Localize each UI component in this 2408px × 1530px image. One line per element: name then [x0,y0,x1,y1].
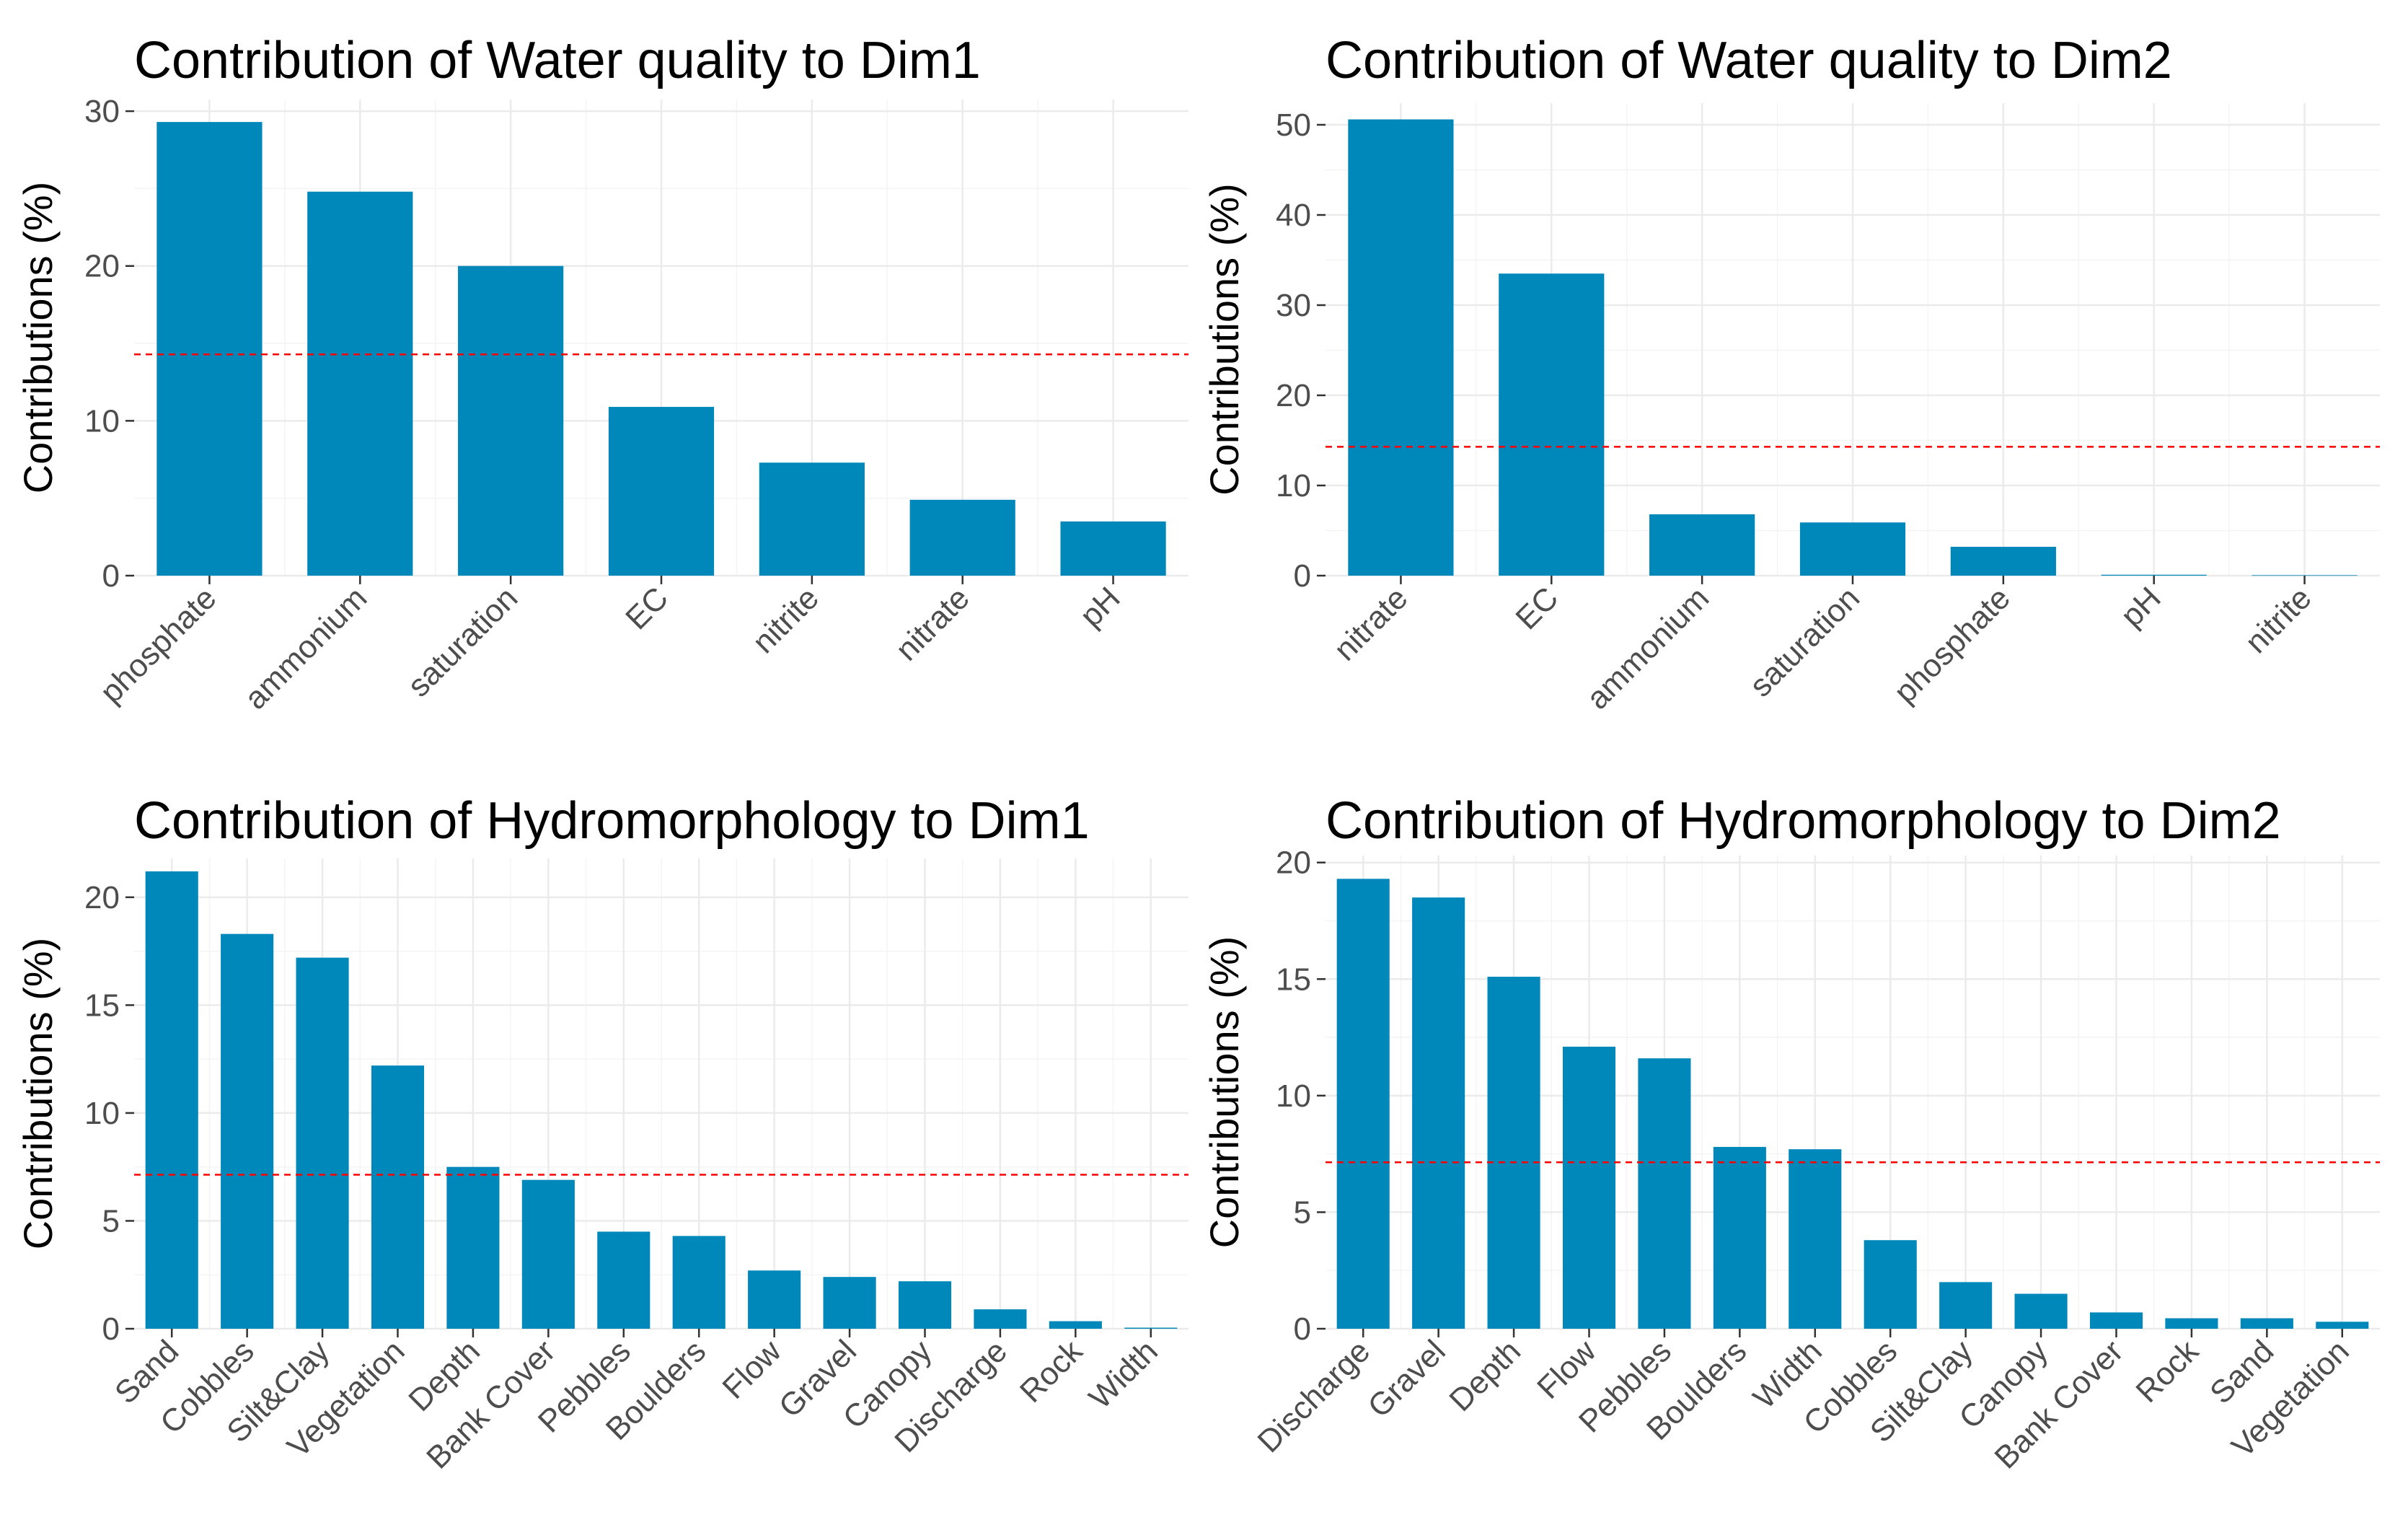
y-axis-label: Contributions (%) [1201,183,1247,496]
y-tick-label: 10 [84,403,120,439]
bar-silt-clay [296,957,349,1329]
x-tick-label: nitrite [746,580,826,660]
x-tick-label: Rock [1013,1333,1090,1410]
x-tick-label: nitrite [2239,580,2319,660]
bar-nitrate [1348,119,1454,576]
bar-sand [145,871,198,1329]
bar-cobbles [1864,1240,1917,1329]
y-axis-label: Contributions (%) [1201,936,1247,1249]
bar-saturation [458,265,564,576]
bar-cobbles [221,933,274,1329]
bar-flow [1562,1046,1616,1329]
y-tick-label: 20 [84,880,120,915]
y-tick-label: 15 [1276,962,1311,997]
y-axis-label: Contributions (%) [15,182,61,494]
bar-nitrite [2252,575,2358,576]
x-tick-label: nitrate [1327,580,1414,667]
y-tick-label: 20 [84,249,120,284]
x-tick-label: Depth [1442,1333,1527,1418]
x-tick-label: ammonium [238,580,374,716]
y-tick-label: 30 [1276,288,1311,323]
bar-phosphate [156,122,263,576]
bar-ec [608,407,715,576]
x-tick-label: saturation [1743,580,1866,703]
chart-panel-wq-dim1: 0 10 20 30 phosphate ammonium saturation EC nitr… [15,32,1188,716]
y-tick-label: 15 [84,988,120,1023]
bar-nitrate [909,499,1015,576]
bar-discharge [1336,879,1390,1329]
bar-rock [1049,1321,1102,1329]
y-tick-label: 0 [1294,558,1311,594]
bar-pebbles [1638,1058,1691,1329]
y-tick-label: 10 [84,1096,120,1131]
x-tick-label: EC [619,580,675,636]
x-tick-label: phosphate [94,580,224,710]
chart-title: Contribution of Hydromorphology to Dim1 [134,792,1090,850]
y-tick-label: 0 [102,1311,120,1347]
bar-phosphate [1950,547,2056,576]
x-tick-label: phosphate [1887,580,2017,710]
bar-pebbles [597,1231,650,1329]
y-tick-label: 5 [1294,1195,1311,1230]
bar-vegetation [371,1065,425,1329]
chart-panel-hm-dim1: 05101520SandCobblesSilt&ClayVegetationDe… [15,792,1188,1476]
bar-sand [2240,1318,2293,1329]
bar-gravel [1412,897,1465,1329]
bar-rock [2165,1318,2218,1329]
bar-width [1124,1327,1178,1329]
y-tick-label: 30 [84,94,120,129]
bar-discharge [974,1309,1027,1329]
x-tick-label: pH [2114,580,2167,633]
x-tick-label: Width [1082,1333,1165,1415]
bar-width [1789,1149,1842,1329]
bar-canopy [2014,1293,2068,1329]
y-axis-label: Contributions (%) [15,938,61,1250]
bar-boulders [672,1236,726,1329]
bar-ammonium [1649,514,1755,576]
bar-ph [1060,521,1166,576]
y-tick-label: 40 [1276,198,1311,233]
y-tick-label: 20 [1276,378,1311,413]
bar-gravel [823,1277,876,1329]
bar-boulders [1713,1146,1766,1329]
bar-silt-clay [1939,1282,1993,1329]
bar-depth [446,1166,500,1329]
x-tick-label: ammonium [1580,580,1716,716]
y-tick-label: 10 [1276,468,1311,504]
chart-title: Contribution of Water quality to Dim1 [134,32,981,89]
chart-panel-wq-dim2: 0 10 20 30 40 50 nitrate EC ammonium saturation ph… [1201,32,2380,716]
y-tick-label: 50 [1276,107,1311,143]
bar-ph [2101,574,2207,576]
bar-depth [1487,977,1540,1329]
bar-bank-cover [2089,1312,2143,1329]
bar-nitrite [759,462,865,576]
bar-saturation [1799,522,1906,576]
x-tick-label: Discharge [1251,1333,1377,1459]
y-tick-label: 10 [1276,1078,1311,1114]
bar-vegetation [2316,1322,2369,1329]
chart-title: Contribution of Water quality to Dim2 [1326,32,2172,89]
x-tick-label: nitrate [889,580,976,667]
x-tick-label: EC [1509,580,1565,636]
bar-bank-cover [521,1179,575,1329]
chart-title: Contribution of Hydromorphology to Dim2 [1326,792,2281,850]
y-tick-label: 5 [102,1203,120,1239]
x-tick-label: saturation [401,580,524,703]
bar-ec [1499,273,1605,576]
bar-flow [748,1270,801,1329]
x-tick-label: Rock [2129,1333,2205,1410]
y-tick-label: 0 [1294,1311,1311,1347]
bar-canopy [898,1281,952,1329]
x-tick-label: Gravel [1361,1333,1452,1424]
y-tick-label: 0 [102,558,120,594]
y-tick-label: 20 [1276,845,1311,881]
x-tick-label: pH [1073,580,1126,633]
bar-ammonium [307,191,413,576]
